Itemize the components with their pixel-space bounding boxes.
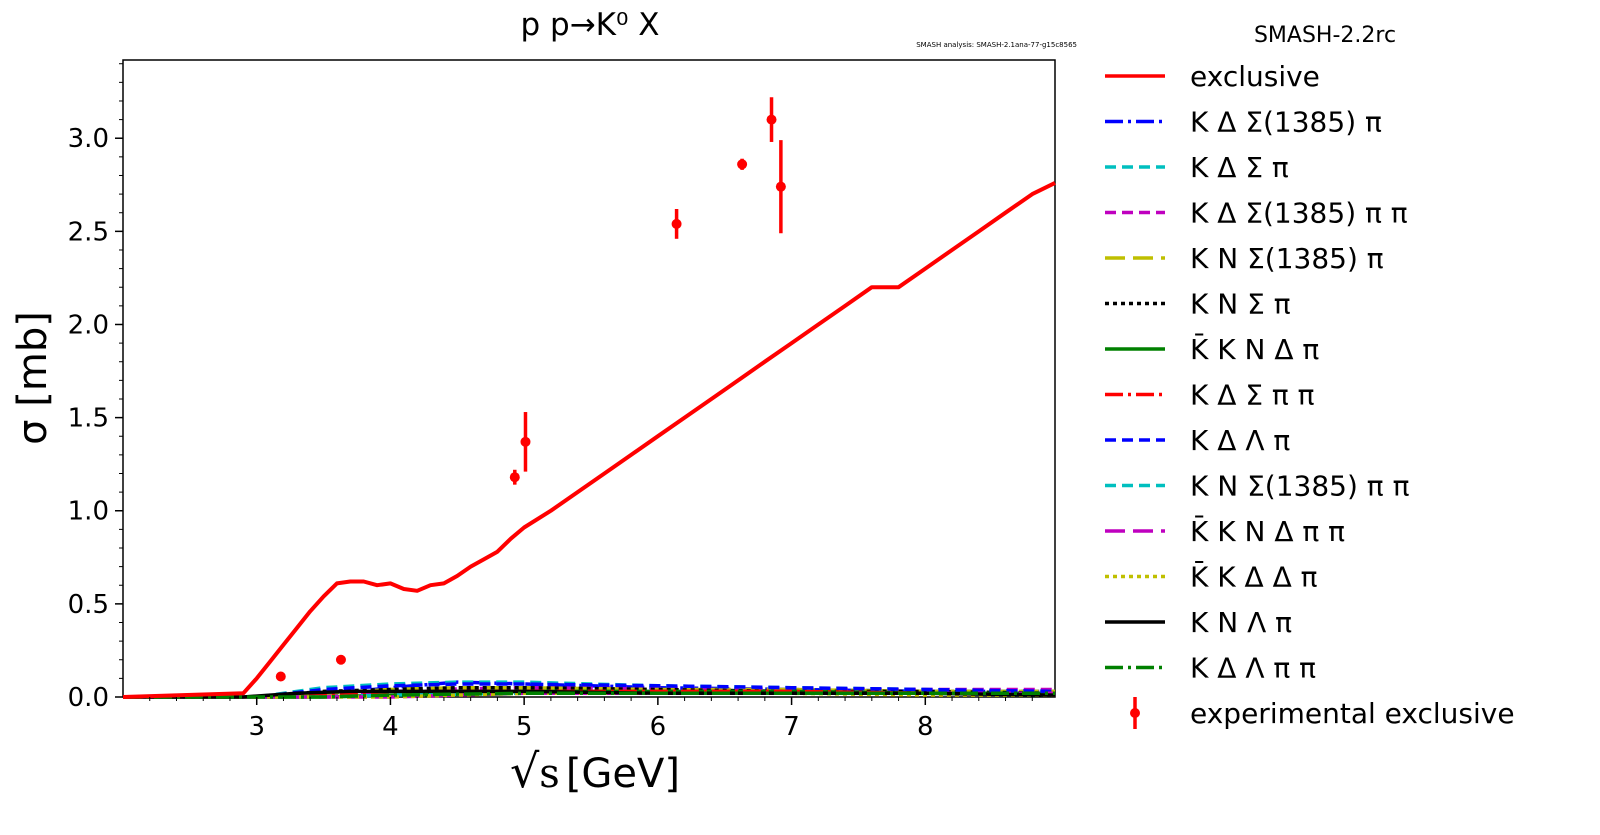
legend-label: K N Λ π (1190, 606, 1292, 639)
series-line (123, 689, 1056, 699)
data-point (275, 671, 286, 682)
legend-title: SMASH-2.2rc (1254, 23, 1396, 48)
series-layer (122, 181, 1056, 699)
legend-label: K Δ Λ π π (1190, 652, 1316, 685)
series-line (123, 691, 1055, 699)
legend-label: K Δ Σ π (1190, 151, 1289, 184)
chart-watermark: SMASH analysis: SMASH-2.1ana-77-g15c8565 (916, 41, 1077, 49)
legend-label: K N Σ(1385) π (1190, 242, 1384, 275)
y-tick-label: 0.0 (68, 683, 109, 713)
data-point (335, 654, 346, 665)
data-point (775, 181, 786, 192)
legend-marker (1130, 708, 1140, 718)
x-axis-label: √s [GeV] (510, 744, 680, 798)
plot-frame (122, 59, 1056, 698)
legend-label: K̄ K N Δ π (1190, 332, 1319, 366)
y-tick-label: 3.0 (68, 124, 109, 154)
y-tick-label: 2.5 (68, 217, 109, 247)
y-axis: 0.0 0.5 1.0 1.5 2.0 2.5 3.0 (68, 63, 123, 713)
x-axis-label-radical: √ (510, 744, 540, 798)
x-axis: 3 4 5 6 7 8 (149, 697, 1033, 742)
x-axis-label-variable: s (539, 751, 560, 797)
y-tick-label: 1.0 (68, 497, 109, 527)
legend-items: exclusive K Δ Σ(1385) π K Δ Σ π K Δ Σ(1385)… (1105, 60, 1515, 730)
x-tick-label: 6 (650, 712, 667, 742)
x-tick-label: 4 (382, 712, 399, 742)
legend: SMASH-2.2rc exclusive K Δ Σ(1385) π K Δ Σ … (1105, 23, 1515, 730)
plot-area (122, 59, 1056, 699)
y-tick-label: 1.5 (68, 404, 109, 434)
data-point (766, 114, 777, 125)
x-axis-label-unit: [GeV] (566, 751, 680, 797)
legend-label: K̄ K N Δ π π (1190, 514, 1345, 548)
legend-label: experimental exclusive (1190, 697, 1515, 730)
legend-label: K N Σ π (1190, 288, 1291, 321)
y-tick-label: 2.0 (68, 310, 109, 340)
series-line (123, 682, 1056, 699)
data-point (509, 472, 520, 483)
legend-label: K Δ Σ π π (1190, 379, 1315, 412)
x-tick-label: 5 (516, 712, 533, 742)
legend-label: K Δ Λ π (1190, 424, 1290, 457)
x-tick-label: 3 (248, 712, 265, 742)
series-line (123, 685, 1055, 699)
legend-label: K̄ K Δ Δ π (1190, 559, 1318, 593)
series-line (122, 181, 1056, 699)
y-tick-label: 0.5 (68, 590, 109, 620)
y-axis-label: σ [mb] (10, 311, 56, 445)
legend-label: K N Σ(1385) π π (1190, 470, 1410, 503)
experimental-points (275, 97, 786, 682)
legend-label: exclusive (1190, 60, 1320, 93)
chart-title: p p→K⁰ X (520, 7, 659, 43)
data-point (671, 218, 682, 229)
legend-label: K Δ Σ(1385) π (1190, 106, 1382, 139)
data-point (520, 436, 531, 447)
x-tick-label: 8 (917, 712, 934, 742)
data-point (737, 159, 748, 170)
x-tick-label: 7 (783, 712, 800, 742)
legend-label: K Δ Σ(1385) π π (1190, 197, 1408, 230)
